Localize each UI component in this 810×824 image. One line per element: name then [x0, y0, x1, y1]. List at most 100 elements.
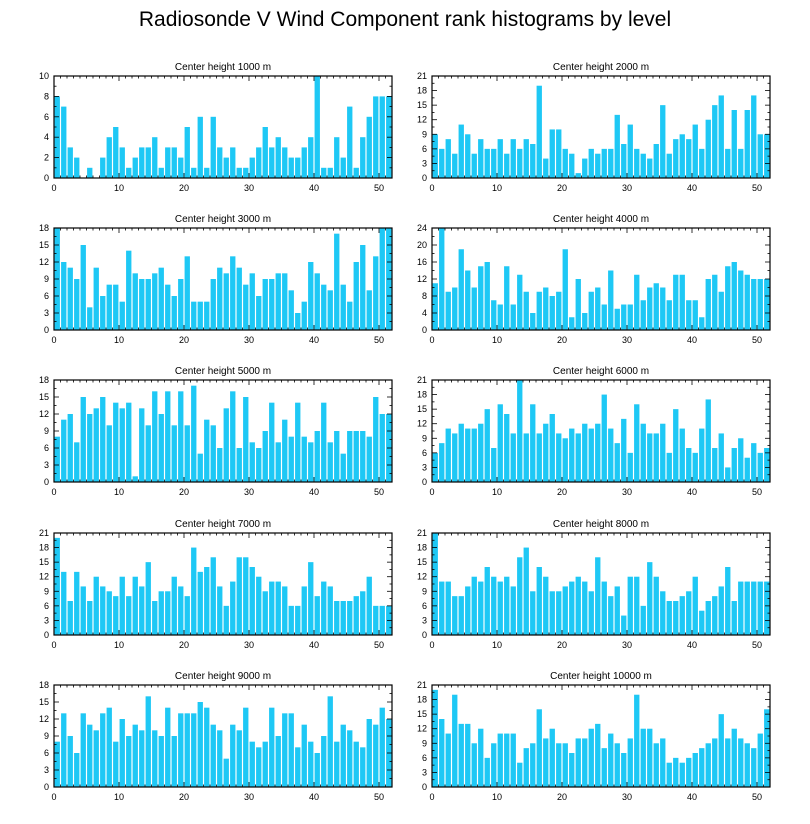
bar [288, 290, 294, 330]
bar [530, 313, 536, 330]
bar [465, 586, 471, 635]
bar [478, 423, 484, 482]
bar [178, 713, 184, 787]
y-tick-label: 15 [39, 557, 49, 567]
bar [126, 167, 132, 178]
bar [145, 425, 151, 482]
y-tick-label: 18 [39, 223, 49, 233]
bar [458, 596, 464, 635]
bar [575, 433, 581, 482]
bar [718, 586, 724, 635]
bar [692, 300, 698, 330]
y-tick-label: 15 [417, 557, 427, 567]
bar [458, 423, 464, 482]
bar [692, 576, 698, 635]
bar [679, 596, 685, 635]
bar [256, 576, 262, 635]
bar [275, 137, 281, 178]
bar [582, 158, 588, 178]
y-tick-label: 0 [44, 782, 49, 792]
bar [269, 279, 275, 330]
bar [549, 591, 555, 635]
bar [197, 453, 203, 482]
y-tick-label: 12 [39, 572, 49, 582]
bar [61, 262, 67, 330]
bar [256, 147, 262, 178]
bar [366, 290, 372, 330]
bar [347, 106, 353, 178]
bar [132, 157, 138, 178]
y-tick-label: 20 [417, 240, 427, 250]
bar [288, 436, 294, 482]
bar [666, 762, 672, 787]
bar [738, 581, 744, 635]
bar [340, 284, 346, 330]
bar [282, 713, 288, 787]
bar [275, 736, 281, 787]
x-tick-label: 40 [687, 183, 697, 193]
bar [556, 291, 562, 330]
bar [360, 431, 366, 482]
x-tick-label: 50 [374, 487, 384, 497]
bar [275, 581, 281, 635]
y-tick-label: 21 [417, 528, 427, 538]
bar [197, 702, 203, 787]
bar [340, 453, 346, 482]
bar [575, 279, 581, 330]
bar [660, 738, 666, 787]
bar [321, 284, 327, 330]
bar [165, 147, 171, 178]
y-tick-label: 0 [44, 630, 49, 640]
bar [588, 728, 594, 787]
x-tick-label: 10 [114, 487, 124, 497]
bar [595, 287, 601, 330]
bar [308, 442, 314, 482]
bar [588, 428, 594, 482]
y-tick-label: 4 [44, 132, 49, 142]
bar [301, 147, 307, 178]
bar [295, 402, 301, 482]
bar [308, 262, 314, 330]
bar [621, 753, 627, 787]
bar [230, 256, 236, 330]
bar [679, 274, 685, 330]
bar [497, 581, 503, 635]
x-tick-label: 20 [557, 792, 567, 802]
y-tick-label: 21 [39, 528, 49, 538]
bar [601, 148, 607, 178]
bar [562, 743, 568, 787]
bar [445, 733, 451, 787]
bar [699, 148, 705, 178]
bar [640, 300, 646, 330]
bar [210, 425, 216, 482]
bar [712, 448, 718, 482]
bar [718, 291, 724, 330]
bar [731, 601, 737, 635]
x-tick-label: 20 [557, 487, 567, 497]
bar [321, 167, 327, 178]
bar [549, 728, 555, 787]
bar [327, 167, 333, 178]
bar [184, 127, 190, 178]
bar [360, 245, 366, 330]
y-tick-label: 15 [417, 709, 427, 719]
bar [100, 397, 106, 482]
y-tick-label: 4 [422, 308, 427, 318]
y-tick-label: 0 [44, 325, 49, 335]
bar [373, 397, 379, 482]
y-tick-label: 18 [39, 543, 49, 553]
bar [608, 270, 614, 330]
bar [243, 397, 249, 482]
bar [282, 419, 288, 482]
bar [452, 694, 458, 787]
bar [458, 124, 464, 178]
bar [262, 741, 268, 787]
bar [80, 713, 86, 787]
bar [601, 581, 607, 635]
y-tick-label: 6 [44, 443, 49, 453]
y-tick-label: 9 [44, 731, 49, 741]
panel-title: Center height 3000 m [175, 214, 271, 225]
bar [634, 694, 640, 787]
bar [74, 157, 80, 178]
